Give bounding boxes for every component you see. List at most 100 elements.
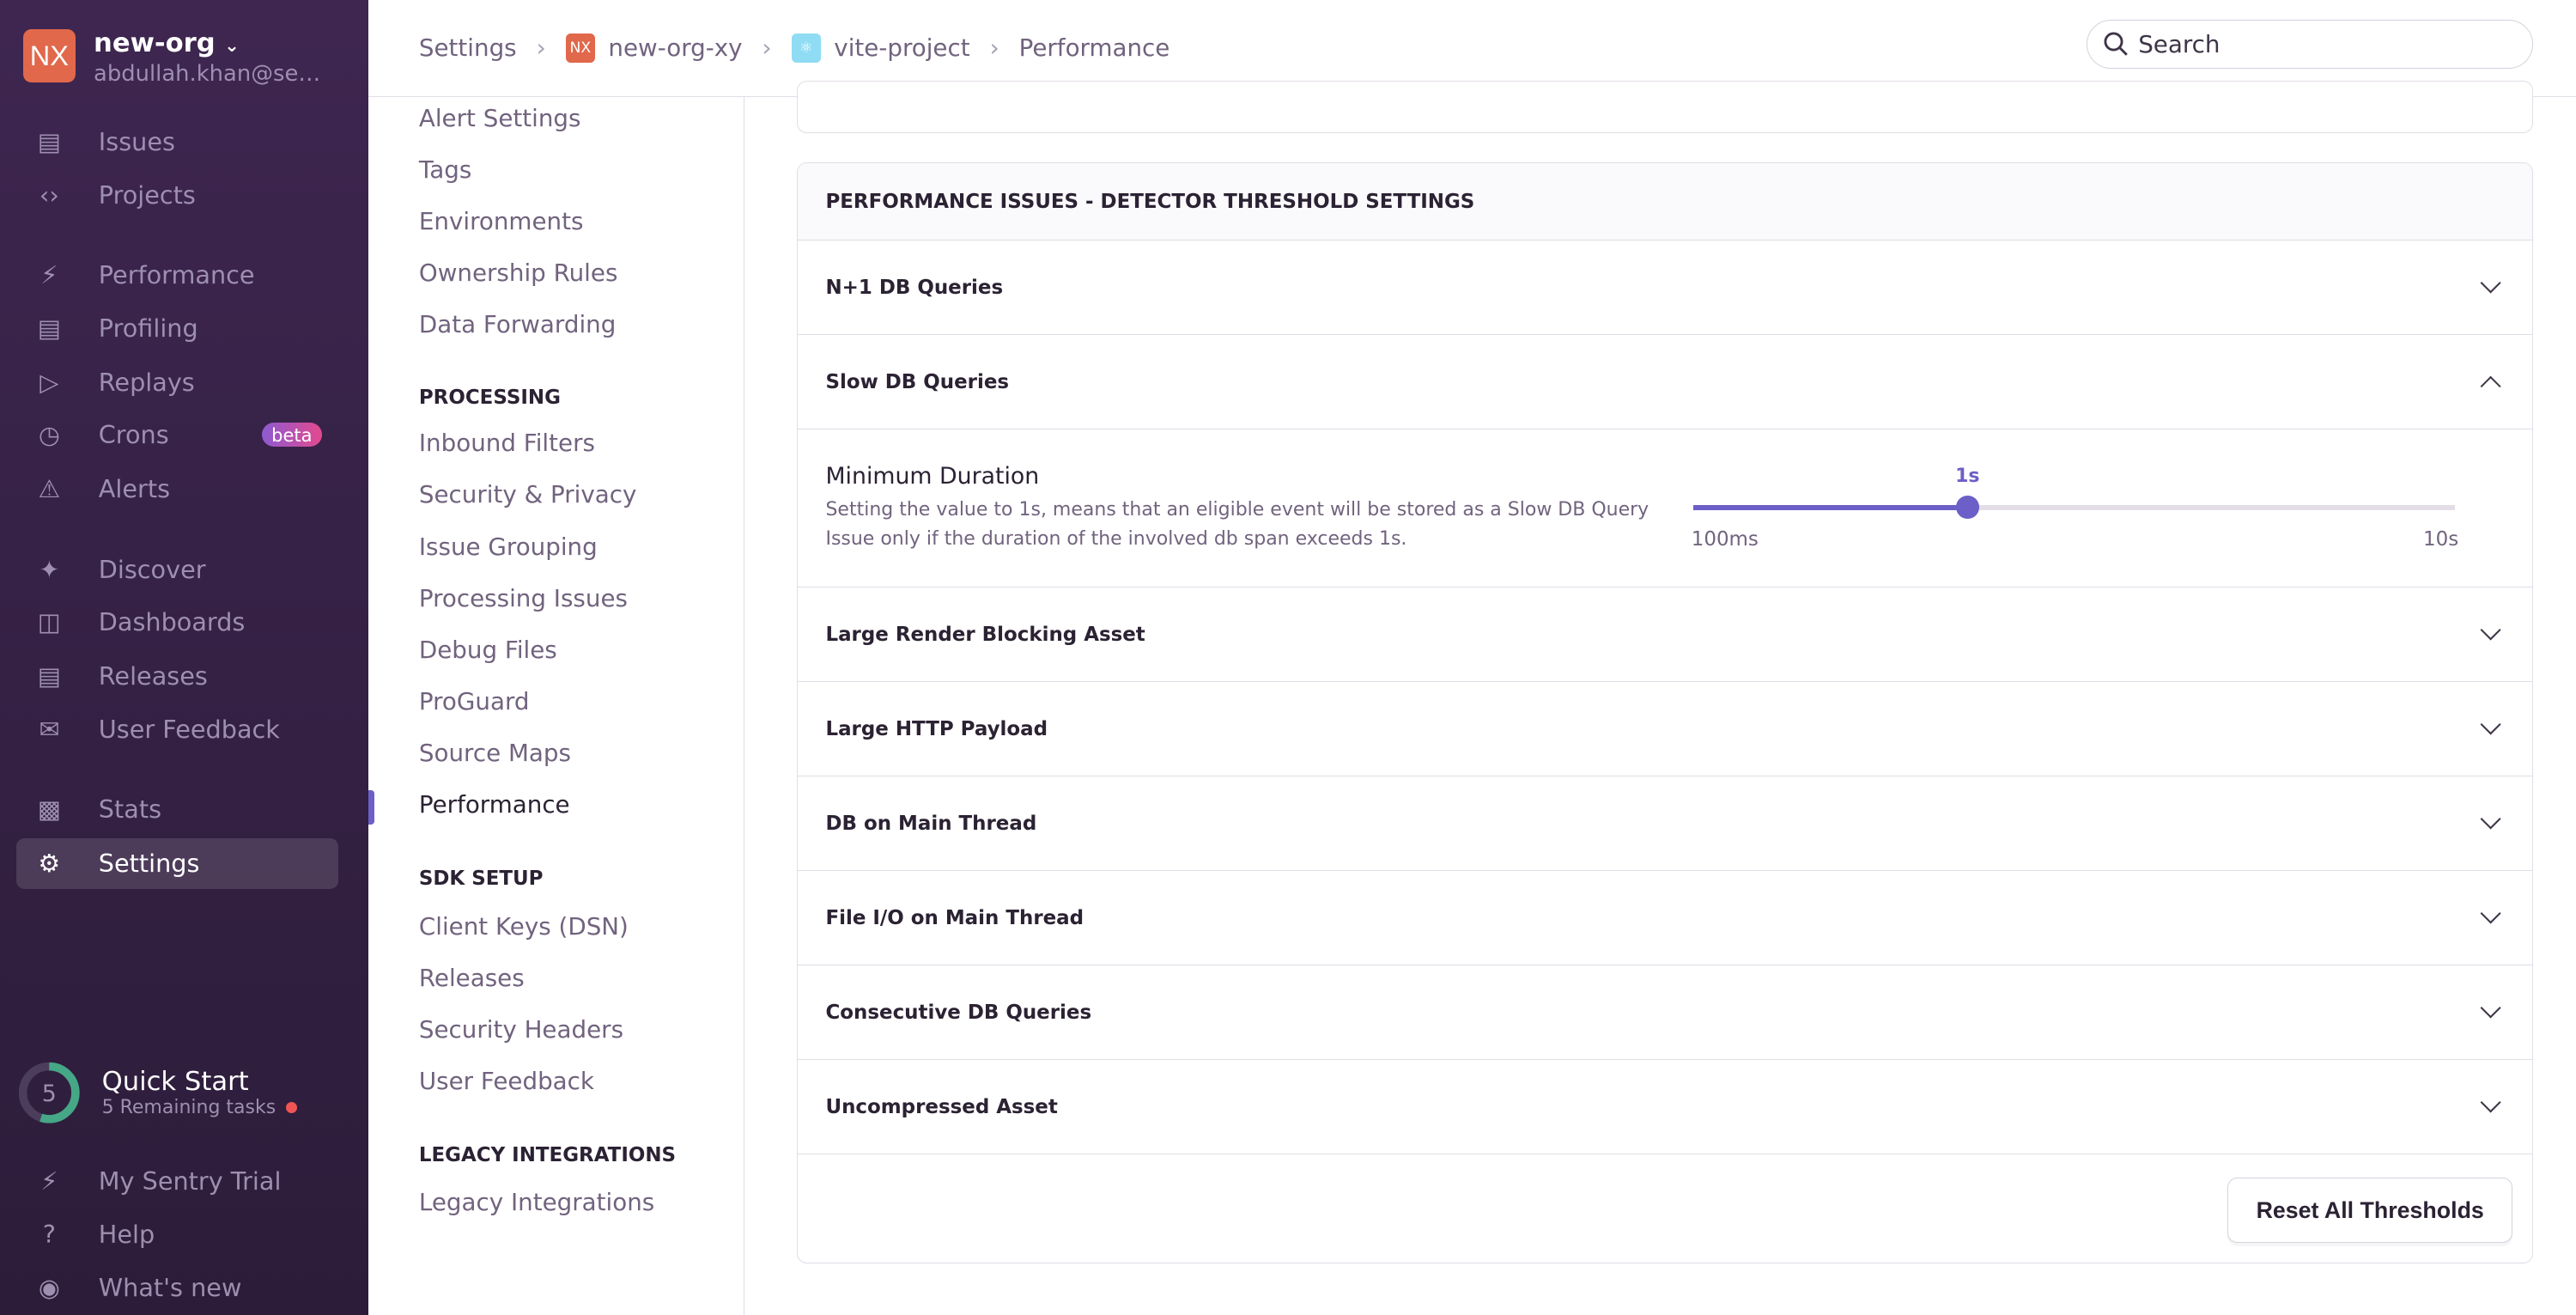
breadcrumb-project-label: vite-project: [834, 33, 970, 63]
slider-value: 1s: [1955, 466, 1980, 488]
nav-item-crons[interactable]: ◷ Crons beta: [16, 409, 338, 460]
accordion-row[interactable]: Slow DB Queries: [797, 335, 2533, 430]
chevron-right-icon: ›: [536, 33, 546, 63]
megaphone-icon: ✉: [39, 714, 60, 744]
section-header: LEGACY INTEGRATIONS: [418, 1143, 677, 1166]
slider-min: 100ms: [1691, 528, 1759, 551]
accordion-row[interactable]: N+1 DB Queries: [797, 240, 2533, 336]
nav-item-footer[interactable]: ⚡ My Sentry Trial: [16, 1155, 338, 1206]
quick-start-subtitle: 5 Remaining tasks: [101, 1097, 276, 1119]
nav-item-label: Dashboards: [98, 607, 246, 637]
nav-item-label: What's new: [98, 1273, 242, 1303]
chevron-down-icon: [2480, 997, 2501, 1019]
search-input[interactable]: Search: [2086, 19, 2534, 70]
reset-all-thresholds-button[interactable]: Reset All Thresholds: [2227, 1177, 2513, 1244]
accordion-row[interactable]: File I/O on Main Thread: [797, 871, 2533, 965]
nav-item-label: Help: [98, 1219, 155, 1249]
slider-thumb[interactable]: [1955, 495, 1979, 519]
accordion-row[interactable]: Large HTTP Payload: [797, 682, 2533, 776]
subnav-item[interactable]: Ownership Rules: [418, 258, 618, 287]
subnav-item[interactable]: Security Headers: [418, 1015, 624, 1044]
row-title: DB on Main Thread: [825, 812, 1037, 835]
nav-item-settings[interactable]: ⚙ Settings: [16, 837, 339, 890]
breadcrumb-org-label: new-org-xy: [608, 33, 743, 63]
nav-item-projects[interactable]: ‹› Projects: [16, 169, 338, 220]
subnav-item[interactable]: Data Forwarding: [418, 309, 617, 338]
inbox-icon: ▤: [37, 127, 61, 157]
breadcrumb-org[interactable]: NX new-org-xy: [565, 33, 743, 64]
subnav-item[interactable]: Client Keys (DSN): [418, 911, 629, 941]
accordion-row[interactable]: Large Render Blocking Asset: [797, 587, 2533, 682]
nav-item-releases[interactable]: ▤ Releases: [16, 651, 338, 702]
subnav-item[interactable]: Source Maps: [418, 738, 571, 767]
nav-item-footer[interactable]: ? Help: [16, 1208, 338, 1259]
beta-badge: beta: [261, 422, 322, 447]
subnav-item[interactable]: User Feedback: [418, 1067, 594, 1096]
nav-item-label: Discover: [98, 554, 206, 584]
section-header: PROCESSING: [418, 386, 561, 409]
setting-label: Minimum Duration: [825, 462, 1040, 490]
nav-item-alerts[interactable]: ⚠ Alerts: [16, 464, 338, 514]
nav-item-profiling[interactable]: ▤ Profiling: [16, 302, 338, 353]
slider-fill: [1692, 505, 1968, 511]
dashboard-icon: ◫: [37, 607, 61, 637]
nav-item-label: Issues: [98, 127, 175, 157]
quick-start-progress-ring: 5: [18, 1062, 80, 1123]
nav-item-issues[interactable]: ▤ Issues: [16, 117, 338, 167]
subnav-item[interactable]: Environments: [418, 206, 584, 235]
nav-item-label: Replays: [98, 367, 195, 397]
org-name: new-org: [94, 28, 216, 59]
accordion-row[interactable]: Uncompressed Asset: [797, 1060, 2533, 1154]
settings-subnav: Alert Settings Tags Environments Ownership …: [368, 96, 744, 1315]
nav-item-performance[interactable]: ⚡ Performance: [16, 250, 338, 301]
row-title: Slow DB Queries: [825, 370, 1010, 393]
nav-item-dashboards[interactable]: ◫ Dashboards: [16, 597, 338, 648]
subnav-item[interactable]: Processing Issues: [418, 583, 628, 612]
org-switcher[interactable]: NX new-org ⌄ abdullah.khan@sentry.io: [22, 28, 331, 87]
nav-item-label: My Sentry Trial: [98, 1166, 282, 1196]
duration-slider[interactable]: [1692, 495, 2456, 519]
subnav-item[interactable]: Inbound Filters: [418, 429, 595, 458]
row-title: Large HTTP Payload: [825, 717, 1048, 740]
previous-panel: [796, 80, 2534, 133]
accordion-row[interactable]: DB on Main Thread: [797, 776, 2533, 871]
notification-dot: [285, 1101, 298, 1114]
search-placeholder: Search: [2138, 30, 2221, 59]
subnav-item[interactable]: Alert Settings: [418, 103, 581, 132]
row-title: N+1 DB Queries: [825, 276, 1004, 299]
slider-max: 10s: [2423, 528, 2459, 551]
subnav-item[interactable]: ProGuard: [418, 686, 530, 715]
subnav-item[interactable]: Issue Grouping: [418, 532, 598, 561]
nav-item-stats[interactable]: ▩ Stats: [16, 784, 338, 835]
subnav-item[interactable]: Releases: [418, 963, 525, 992]
nav-item-footer[interactable]: ◉ What's new: [16, 1262, 338, 1312]
chevron-down-icon: [2480, 619, 2501, 641]
nav-item-label: Crons: [98, 420, 169, 450]
accordion-row[interactable]: Consecutive DB Queries: [797, 965, 2533, 1060]
chevron-down-icon: [2480, 808, 2501, 830]
breadcrumb-settings[interactable]: Settings: [418, 33, 517, 63]
minimum-duration-setting: Minimum Duration Setting the value to 1s,…: [797, 429, 2533, 587]
nav-item-replays[interactable]: ▷ Replays: [16, 356, 338, 407]
quick-start-count: 5: [42, 1081, 57, 1107]
subnav-item[interactable]: Performance: [418, 789, 570, 819]
nav-item-discover[interactable]: ✦ Discover: [16, 544, 338, 594]
react-icon: ⚛: [791, 33, 821, 64]
detector-threshold-panel: PERFORMANCE ISSUES - DETECTOR THRESHOLD …: [796, 162, 2534, 1264]
org-badge: NX: [565, 33, 596, 64]
play-icon: ▷: [39, 367, 59, 397]
nav-item-user-feedback[interactable]: ✉ User Feedback: [16, 703, 338, 754]
subnav-item[interactable]: Security & Privacy: [418, 480, 637, 509]
subnav-item[interactable]: Debug Files: [418, 635, 557, 664]
row-title: File I/O on Main Thread: [825, 906, 1084, 929]
section-header: SDK SETUP: [418, 868, 544, 891]
search-icon: [2104, 32, 2128, 57]
nav-item-label: Alerts: [98, 474, 171, 504]
nav-item-label: Profiling: [98, 313, 198, 343]
subnav-item[interactable]: Tags: [418, 155, 472, 184]
quick-start[interactable]: 5 Quick Start 5 Remaining tasks: [16, 1060, 298, 1126]
subnav-item[interactable]: Legacy Integrations: [418, 1188, 655, 1217]
breadcrumb-project[interactable]: ⚛ vite-project: [791, 33, 970, 64]
nav-item-label: Performance: [98, 260, 255, 290]
telescope-icon: ✦: [39, 554, 60, 584]
